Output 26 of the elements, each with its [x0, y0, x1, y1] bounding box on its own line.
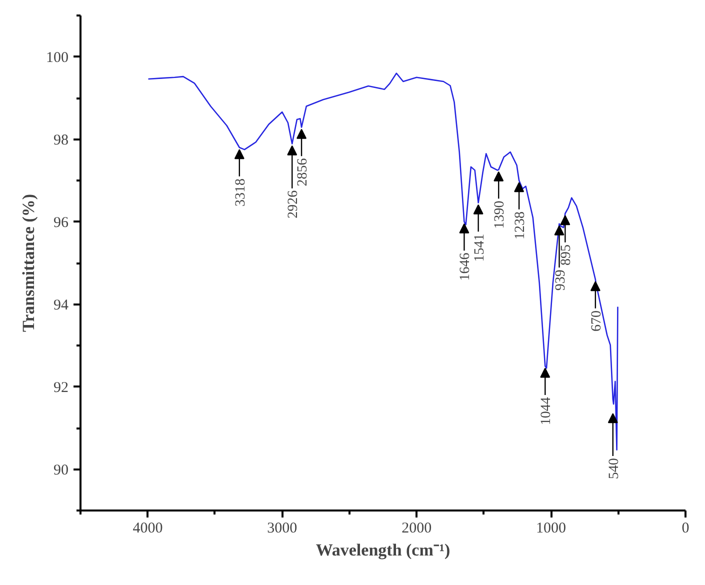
y-tick-label: 92 [54, 380, 68, 396]
y-tick-label: 96 [54, 214, 69, 231]
annotation: 670 [589, 310, 604, 332]
x-axis-title: Wavelength (cm⁻¹) [316, 540, 450, 560]
x-tick-label: 4000 [132, 520, 163, 536]
y-axis-title: Transmittance (%) [19, 194, 38, 332]
annotation: 2856 [296, 158, 311, 186]
y-tick-label: 100 [46, 50, 68, 66]
y-tick-label: 98 [54, 132, 68, 148]
annotation: 939 [553, 270, 568, 291]
annotation: 3318 [233, 178, 248, 206]
annotation: 540 [606, 458, 622, 480]
x-tick-label: 3000 [267, 520, 298, 536]
annotation: 2926 [286, 190, 302, 218]
annotation: 1238 [513, 211, 528, 240]
annotation: 1390 [492, 200, 508, 229]
line-series [148, 72, 618, 451]
annotation: 1541 [472, 234, 488, 262]
y-tick-label: 90 [54, 462, 68, 478]
annotation: 895 [559, 244, 574, 266]
x-tick-label: 1000 [536, 520, 566, 536]
annotation: 1646 [458, 252, 474, 281]
x-tick-label: 0 [682, 520, 690, 536]
annotation: 1044 [539, 397, 554, 426]
y-tick-label: 94 [54, 297, 69, 314]
x-tick-label: 2000 [402, 520, 432, 536]
